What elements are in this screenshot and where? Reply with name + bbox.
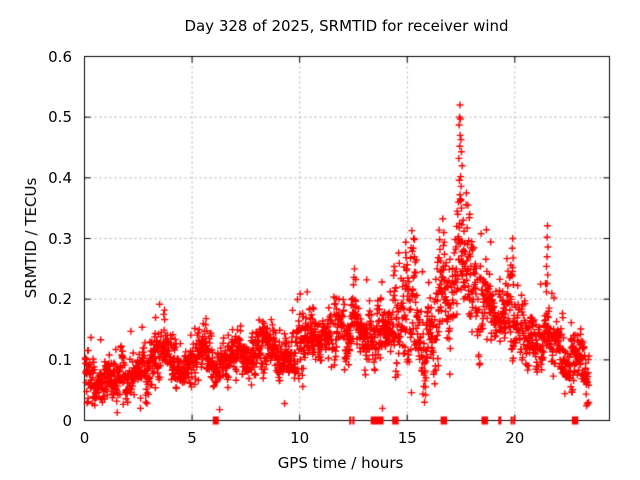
y-tick-labels: 0 0.1 0.2 0.3 0.4 0.5 0.6 xyxy=(0,0,80,480)
y-tick-label: 0.6 xyxy=(48,47,72,66)
y-tick-label: 0.3 xyxy=(48,229,72,248)
chart-title: Day 328 of 2025, SRMTID for receiver win… xyxy=(184,17,509,35)
x-tick-label: 15 xyxy=(397,429,417,447)
y-tick-label: 0.2 xyxy=(48,290,72,309)
x-tick-label: 10 xyxy=(290,429,310,447)
y-tick-label: 0 xyxy=(62,411,72,430)
y-tick-label: 0.1 xyxy=(48,350,72,369)
y-tick-label: 0.4 xyxy=(48,168,72,187)
x-tick-label: 0 xyxy=(79,429,90,447)
x-tick-label: 20 xyxy=(505,429,525,447)
x-tick-labels: 0 5 10 15 20 xyxy=(0,431,640,449)
y-tick-label: 0.5 xyxy=(48,108,72,127)
x-axis-label: GPS time / hours xyxy=(277,454,404,472)
x-tick-label: 5 xyxy=(187,429,197,447)
